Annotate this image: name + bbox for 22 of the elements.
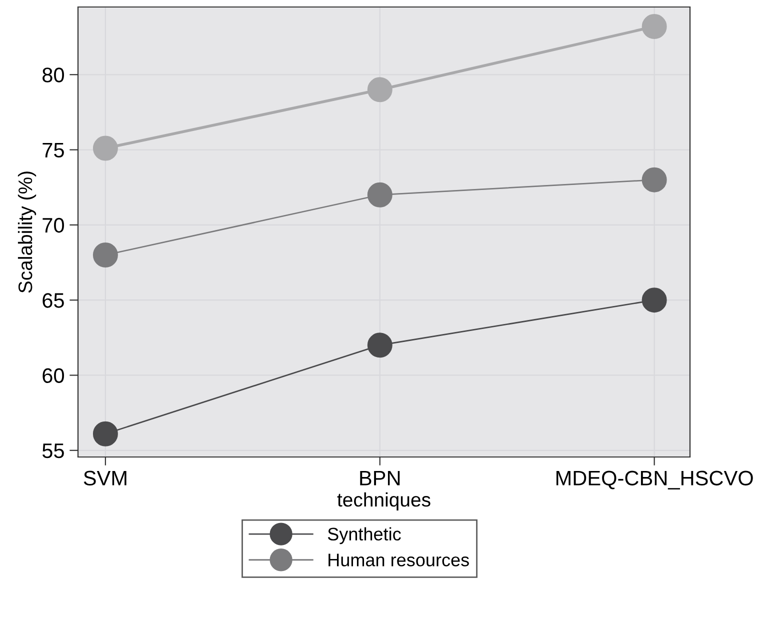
x-tick-label: SVM [84, 470, 126, 486]
y-axis-title: Scalability (%) [18, 172, 36, 293]
legend-label: Human resources [328, 554, 469, 566]
x-tick-label: BPN [360, 470, 400, 486]
point [642, 167, 667, 192]
point [92, 242, 118, 268]
point [367, 77, 392, 102]
point [642, 14, 667, 40]
point [92, 136, 118, 161]
y-tick-label: 55 [42, 444, 64, 458]
point [642, 288, 667, 313]
legend-label: Synthetic [328, 527, 401, 544]
y-tick-label: 60 [42, 368, 64, 383]
point [367, 182, 392, 208]
y-tick-label: 70 [42, 218, 64, 233]
y-tick-label: 65 [42, 293, 64, 308]
y-tick-label: 80 [42, 68, 64, 82]
x-axis-title: techniques [337, 492, 430, 511]
x-tick-label: MDEQ-CBN_HSCVO [556, 470, 753, 490]
point [367, 332, 392, 358]
y-tick-label: 75 [42, 143, 64, 158]
point [92, 421, 118, 446]
